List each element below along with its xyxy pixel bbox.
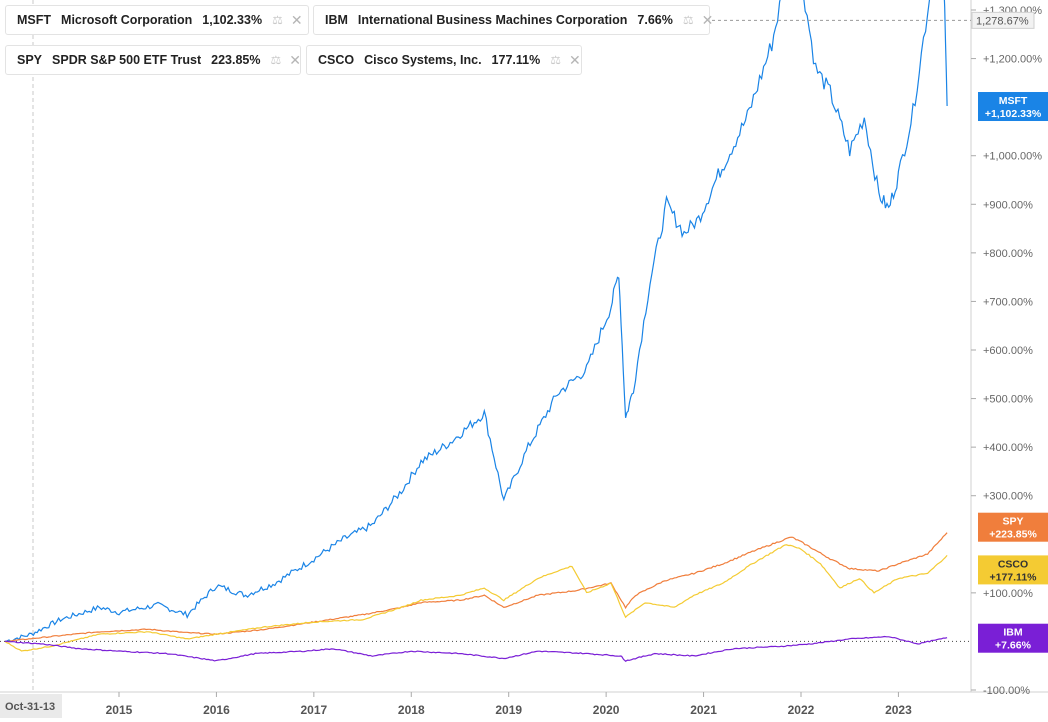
end-label-bg xyxy=(978,555,1048,585)
end-label-value: +1,102.33% xyxy=(985,108,1042,120)
legend-company-name: Cisco Systems, Inc. xyxy=(364,53,482,67)
legend-symbol: IBM xyxy=(325,13,348,27)
end-label-value: +7.66% xyxy=(995,640,1032,652)
crosshair-label-bg xyxy=(971,11,1035,29)
close-icon[interactable]: ✕ xyxy=(289,51,301,68)
y-tick-label: +400.00% xyxy=(983,442,1033,454)
legend-company-name: SPDR S&P 500 ETF Trust xyxy=(52,53,202,67)
series-lines xyxy=(4,0,948,662)
end-label-symbol: SPY xyxy=(1002,516,1023,528)
end-label-spy: SPY+223.85% xyxy=(978,512,1048,542)
x-axis: 2015 2016 2017 2018 2019 2020 2021 2022 2023 xyxy=(106,692,912,717)
scale-icon[interactable]: ⚖ xyxy=(272,13,283,27)
legend-symbol: MSFT xyxy=(17,13,52,27)
y-tick-label: +100.00% xyxy=(983,588,1033,600)
close-icon[interactable]: ✕ xyxy=(568,51,581,68)
x-tick-label: 2015 xyxy=(106,703,133,717)
legend-item-csco[interactable]: CSCO Cisco Systems, Inc. 177.11% ⚖ ✕ xyxy=(306,45,582,75)
legend-item-ibm[interactable]: IBM International Business Machines Corp… xyxy=(313,5,713,35)
legend-symbol: SPY xyxy=(17,53,43,67)
scale-icon[interactable]: ⚖ xyxy=(270,53,282,67)
series-line-spy xyxy=(4,532,948,643)
y-tick-label: +1,200.00% xyxy=(983,54,1042,66)
legend-percent: 1,102.33% xyxy=(202,13,263,27)
legend-item-spy[interactable]: SPY SPDR S&P 500 ETF Trust 223.85% ⚖ ✕ xyxy=(5,45,301,75)
y-tick-label: +900.00% xyxy=(983,199,1033,211)
y-tick-label: +800.00% xyxy=(983,248,1033,260)
x-tick-label: 2021 xyxy=(690,703,717,717)
end-label-msft: MSFT+1,102.33% xyxy=(978,92,1048,122)
legend-percent: 223.85% xyxy=(211,53,261,67)
x-tick-label: 2018 xyxy=(398,703,425,717)
end-label-value: +177.11% xyxy=(989,571,1037,583)
legend-company-name: International Business Machines Corporat… xyxy=(357,13,628,27)
scale-icon[interactable]: ⚖ xyxy=(682,13,694,27)
y-tick-label: +1,000.00% xyxy=(983,151,1042,163)
x-tick-label: 2022 xyxy=(788,703,815,717)
start-date-label: Oct-31-13 xyxy=(5,701,55,713)
series-line-csco xyxy=(4,544,948,652)
legend-percent: 7.66% xyxy=(637,13,673,27)
y-tick-label: -100.00% xyxy=(983,685,1030,697)
series-line-ibm xyxy=(4,635,948,662)
y-tick-label: +700.00% xyxy=(983,296,1033,308)
x-tick-label: 2017 xyxy=(300,703,327,717)
end-label-bg xyxy=(978,92,1048,122)
legend-symbol: CSCO xyxy=(318,53,355,67)
end-label-bg xyxy=(978,623,1048,653)
end-label-symbol: CSCO xyxy=(998,558,1028,570)
end-label-ibm: IBM+7.66% xyxy=(978,623,1048,653)
y-axis: +1,300.00%+1,200.00%+1,000.00%+900.00%+8… xyxy=(971,5,1042,697)
x-tick-label: 2019 xyxy=(495,703,522,717)
series-line-msft xyxy=(4,0,948,643)
end-label-bg xyxy=(978,512,1048,542)
x-tick-label: 2016 xyxy=(203,703,230,717)
end-value-labels: MSFT+1,102.33% SPY+223.85% CSCO+177.11% IBM… xyxy=(978,92,1048,653)
y-tick-label: +300.00% xyxy=(983,491,1033,503)
close-icon[interactable]: ✕ xyxy=(701,11,714,28)
end-label-value: +223.85% xyxy=(989,529,1037,541)
scale-icon[interactable]: ⚖ xyxy=(550,53,561,67)
y-tick-label: +500.00% xyxy=(983,394,1033,406)
crosshair-label: 1,278.67% xyxy=(976,15,1029,27)
start-date-label-bg xyxy=(0,694,62,718)
legend-item-msft[interactable]: MSFT Microsoft Corporation 1,102.33% ⚖ ✕ xyxy=(5,5,309,35)
end-label-csco: CSCO+177.11% xyxy=(978,555,1048,585)
legend-company-name: Microsoft Corporation xyxy=(61,13,193,27)
end-label-symbol: MSFT xyxy=(999,95,1028,107)
y-tick-label: +600.00% xyxy=(983,345,1033,357)
legend-percent: 177.11% xyxy=(491,53,541,67)
x-tick-label: 2020 xyxy=(593,703,620,717)
x-tick-label: 2023 xyxy=(885,703,912,717)
close-icon[interactable]: ✕ xyxy=(290,11,303,28)
end-label-symbol: IBM xyxy=(1003,627,1023,639)
